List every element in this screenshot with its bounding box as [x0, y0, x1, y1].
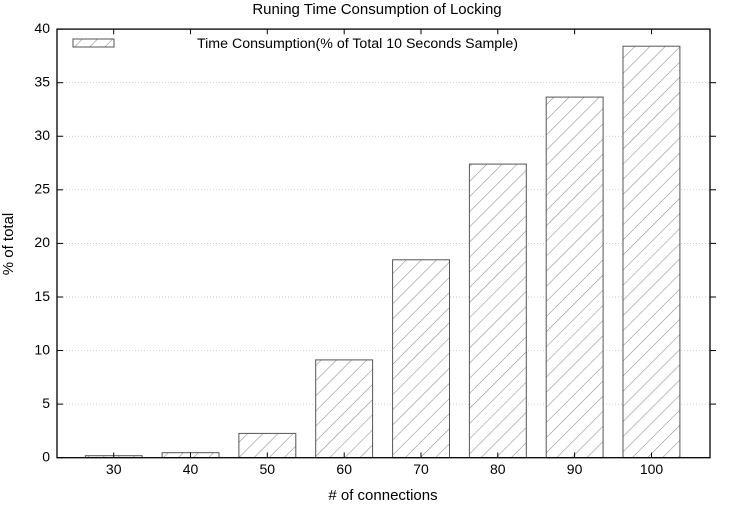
svg-text:90: 90 [567, 461, 583, 477]
svg-text:40: 40 [183, 461, 199, 477]
svg-text:30: 30 [34, 127, 50, 143]
svg-text:40: 40 [34, 20, 50, 36]
svg-text:% of total: % of total [0, 213, 17, 276]
svg-text:10: 10 [34, 341, 50, 357]
svg-text:5: 5 [42, 395, 50, 411]
svg-text:30: 30 [106, 461, 122, 477]
svg-text:35: 35 [34, 74, 50, 90]
svg-text:100: 100 [640, 461, 664, 477]
svg-text:25: 25 [34, 181, 50, 197]
svg-text:70: 70 [413, 461, 429, 477]
svg-text:Time Consumption(% of Total 10: Time Consumption(% of Total 10 Seconds S… [197, 36, 518, 52]
svg-text:50: 50 [260, 461, 276, 477]
svg-text:Runing Time Consumption of Loc: Runing Time Consumption of Locking [252, 1, 501, 18]
svg-text:# of connections: # of connections [328, 487, 437, 504]
svg-text:15: 15 [34, 288, 50, 304]
svg-text:20: 20 [34, 234, 50, 250]
svg-text:60: 60 [336, 461, 352, 477]
svg-text:80: 80 [490, 461, 506, 477]
svg-text:0: 0 [42, 449, 50, 465]
